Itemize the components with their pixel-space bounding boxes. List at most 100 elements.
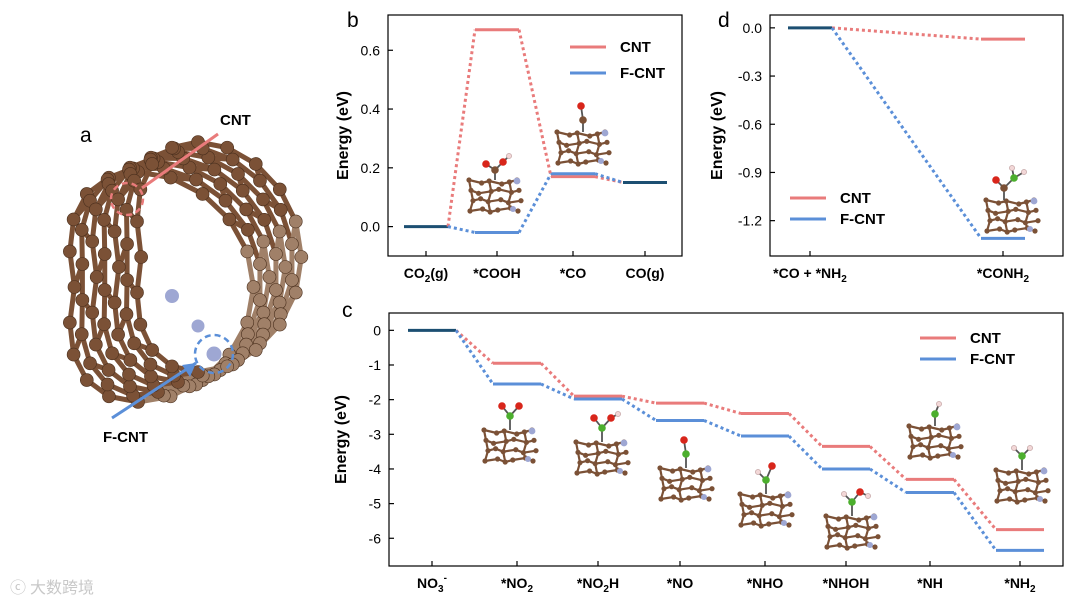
- slab-atom: [738, 522, 744, 528]
- slab-atom: [756, 513, 762, 519]
- slab-dopant-atom: [620, 439, 628, 447]
- slab-atom: [503, 438, 509, 444]
- panel-b-category-1: *COOH: [473, 265, 520, 281]
- panel-c-connector-cnt-6: [952, 478, 998, 531]
- panel-b-category-3: CO(g): [626, 265, 665, 281]
- tube-atom: [130, 214, 144, 229]
- slab-atom: [1023, 476, 1029, 482]
- panel-c-category-3: *NO: [667, 575, 694, 591]
- panel-d-ytick-label-2: -0.6: [738, 116, 762, 132]
- panel-c-frame: [388, 312, 1064, 567]
- panel-b-connector-f-cnt-0: [447, 225, 476, 234]
- adsorbate-atom: [936, 401, 942, 407]
- panel-b-molecule-cooh-adsorbate: [482, 153, 512, 180]
- slab-atom: [759, 502, 765, 508]
- panel-c-molecule-no2h-slab: [573, 439, 631, 477]
- slab-atom: [478, 196, 484, 202]
- cnt-site-circle: [109, 181, 145, 217]
- slab-atom: [1005, 486, 1011, 492]
- adsorbate-atom: [1010, 174, 1018, 182]
- slab-atom: [498, 197, 504, 203]
- slab-atom: [844, 545, 850, 551]
- slab-atom: [1015, 217, 1021, 223]
- slab-dopant-atom: [1037, 496, 1043, 502]
- slab-atom: [997, 488, 1003, 494]
- adsorbate-atom: [856, 488, 864, 496]
- tube-atom: [89, 202, 103, 217]
- adsorbate-atom: [1009, 165, 1015, 171]
- slab-atom: [853, 522, 859, 528]
- slab-dopant-atom: [510, 206, 516, 212]
- tube-atom: [112, 260, 126, 274]
- adsorbate-atom: [491, 166, 499, 174]
- slab-atom: [603, 448, 609, 454]
- watermark-icon: ⓒ: [10, 579, 26, 597]
- slab-atom: [485, 448, 491, 454]
- slab-atom: [587, 133, 593, 139]
- slab-atom: [767, 500, 773, 506]
- tube-atom: [89, 337, 103, 352]
- panel-c-molecule-no-adsorbate: [680, 436, 690, 468]
- panel-c-molecule-no2h-adsorbate: [590, 411, 621, 442]
- panel-d-ytick-label-0: 0.0: [743, 20, 763, 36]
- slab-atom: [585, 458, 591, 464]
- tube-atom: [74, 222, 89, 237]
- panel-d-molecule-conh2-adsorbate: [992, 165, 1027, 200]
- slab-atom: [595, 450, 601, 456]
- slab-atom: [678, 497, 684, 503]
- tube-atom: [75, 293, 90, 307]
- adsorbate-atom: [768, 462, 776, 470]
- slab-atom: [925, 445, 931, 451]
- slab-atom: [687, 474, 693, 480]
- panel-b-connector-cnt-0: [446, 29, 477, 227]
- slab-atom: [737, 491, 743, 497]
- panel-c-ytick-label-4: -4: [369, 461, 382, 477]
- panel-c-category-0: NO3-: [417, 573, 447, 595]
- panel-c-molecule-nh-slab: [906, 423, 964, 461]
- slab-atom: [605, 459, 611, 465]
- adsorbate-atom: [992, 176, 1000, 184]
- slab-atom: [586, 149, 592, 155]
- slab-atom: [531, 437, 537, 443]
- slab-atom: [1043, 477, 1049, 483]
- slab-atom: [530, 458, 536, 464]
- tube-atom: [272, 317, 287, 332]
- slab-atom: [594, 131, 601, 137]
- tube-atom: [63, 244, 77, 259]
- slab-atom: [1002, 219, 1008, 225]
- slab-atom: [658, 496, 664, 502]
- slab-atom: [1012, 489, 1018, 495]
- slab-atom: [523, 439, 530, 445]
- slab-atom: [946, 425, 953, 431]
- slab-atom: [566, 148, 572, 154]
- slab-atom: [927, 455, 933, 461]
- slab-dopant-atom: [1027, 226, 1033, 232]
- tube-atom: [248, 343, 263, 357]
- slab-atom: [612, 462, 619, 468]
- slab-atom: [786, 522, 792, 528]
- slab-dopant-atom: [617, 468, 623, 474]
- slab-atom: [670, 468, 676, 474]
- slab-atom: [494, 430, 500, 436]
- slab-atom: [495, 456, 501, 462]
- slab-atom: [554, 129, 560, 135]
- panel-d-ytick-label-4: -1.2: [738, 213, 762, 229]
- slab-atom: [667, 478, 673, 484]
- panel-c-molecule-no-slab: [657, 465, 715, 503]
- panel-a-label: a: [80, 124, 92, 147]
- tube-atom: [66, 212, 81, 227]
- slab-atom: [1025, 487, 1031, 493]
- slab-atom: [987, 218, 993, 224]
- slab-atom: [606, 443, 612, 449]
- panel-b-molecule-co: [554, 102, 612, 167]
- panel-c-connector-f-cnt-4: [787, 434, 824, 471]
- tube-atom: [127, 336, 141, 351]
- slab-atom: [686, 495, 692, 501]
- slab-atom: [479, 180, 485, 186]
- panel-c-connector-cnt-5: [868, 445, 908, 481]
- panel-c-legend: CNT F-CNT: [920, 330, 1015, 368]
- panel-b-ytick-label-0: 0.0: [361, 219, 381, 235]
- tube-atom: [220, 140, 234, 155]
- tube-atom: [288, 285, 303, 300]
- slab-atom: [706, 496, 712, 502]
